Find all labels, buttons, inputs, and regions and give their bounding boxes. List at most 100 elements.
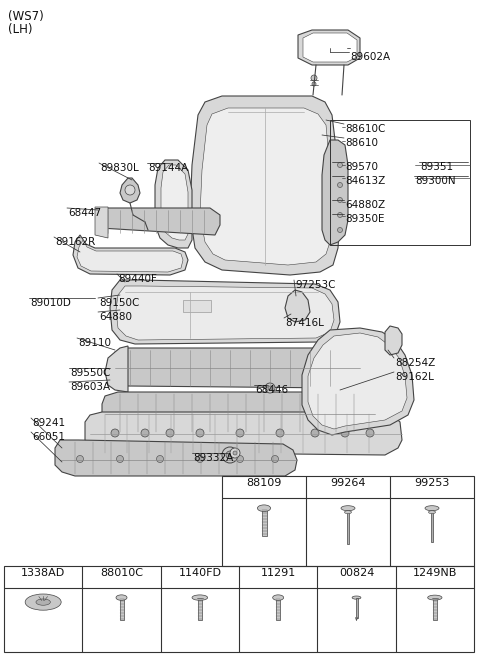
- Ellipse shape: [116, 595, 127, 600]
- Bar: [222, 476, 474, 566]
- Bar: [262, 508, 266, 536]
- Polygon shape: [298, 30, 360, 65]
- Circle shape: [236, 429, 244, 437]
- Circle shape: [233, 451, 237, 455]
- Polygon shape: [303, 33, 357, 62]
- Circle shape: [76, 455, 84, 462]
- Polygon shape: [102, 392, 375, 434]
- Text: 89351: 89351: [420, 162, 453, 172]
- Text: 64880Z: 64880Z: [345, 200, 385, 210]
- Text: 97253C: 97253C: [295, 280, 336, 290]
- Circle shape: [366, 429, 374, 437]
- Text: 99253: 99253: [414, 478, 450, 488]
- Text: 68447: 68447: [68, 208, 101, 218]
- Circle shape: [341, 429, 349, 437]
- Text: 89830L: 89830L: [100, 163, 139, 173]
- Text: 89144A: 89144A: [148, 163, 188, 173]
- Polygon shape: [85, 412, 402, 455]
- Polygon shape: [308, 333, 407, 429]
- Text: 87416L: 87416L: [285, 318, 324, 328]
- Circle shape: [268, 386, 272, 390]
- Bar: [183, 300, 211, 312]
- Text: 68446: 68446: [255, 385, 288, 395]
- Bar: [433, 598, 437, 620]
- Bar: [431, 508, 433, 543]
- Bar: [347, 508, 349, 544]
- Ellipse shape: [341, 506, 355, 511]
- Text: 89241: 89241: [32, 418, 65, 428]
- Circle shape: [337, 228, 343, 232]
- Text: 84613Z: 84613Z: [345, 176, 385, 186]
- Polygon shape: [73, 235, 188, 275]
- Ellipse shape: [345, 511, 351, 514]
- Polygon shape: [190, 96, 340, 275]
- Polygon shape: [55, 440, 297, 476]
- Polygon shape: [302, 328, 414, 435]
- Circle shape: [311, 429, 319, 437]
- Bar: [198, 598, 202, 620]
- Text: 88254Z: 88254Z: [395, 358, 435, 368]
- Bar: [120, 598, 123, 620]
- Text: 99264: 99264: [330, 478, 366, 488]
- Text: 64880: 64880: [99, 312, 132, 322]
- Circle shape: [226, 451, 234, 459]
- Text: 89162L: 89162L: [395, 372, 434, 382]
- Circle shape: [311, 75, 317, 81]
- Circle shape: [337, 182, 343, 188]
- Circle shape: [337, 163, 343, 167]
- Text: 11291: 11291: [261, 568, 296, 578]
- Circle shape: [230, 448, 240, 458]
- Text: 89332A: 89332A: [193, 453, 233, 463]
- Circle shape: [174, 216, 182, 224]
- Ellipse shape: [429, 511, 435, 514]
- Circle shape: [156, 455, 164, 462]
- Text: 66051: 66051: [32, 432, 65, 442]
- Bar: [356, 598, 358, 617]
- Ellipse shape: [25, 594, 61, 610]
- Text: 89162R: 89162R: [55, 237, 95, 247]
- Text: 89603A: 89603A: [70, 382, 110, 392]
- Polygon shape: [161, 165, 188, 240]
- Ellipse shape: [352, 596, 361, 599]
- Circle shape: [272, 455, 278, 462]
- Polygon shape: [200, 108, 332, 265]
- Polygon shape: [120, 178, 140, 203]
- Circle shape: [337, 213, 343, 218]
- Text: 88610: 88610: [345, 138, 378, 148]
- Text: (WS7): (WS7): [8, 10, 44, 23]
- Polygon shape: [285, 290, 310, 322]
- Polygon shape: [112, 348, 360, 388]
- Polygon shape: [116, 286, 334, 340]
- Text: 00824: 00824: [339, 568, 374, 578]
- Circle shape: [125, 185, 135, 195]
- Text: 89150C: 89150C: [99, 298, 139, 308]
- Circle shape: [196, 455, 204, 462]
- Circle shape: [196, 429, 204, 437]
- Circle shape: [111, 429, 119, 437]
- Text: 1140FD: 1140FD: [179, 568, 221, 578]
- Text: 89550C: 89550C: [70, 368, 110, 378]
- Text: 1249NB: 1249NB: [413, 568, 457, 578]
- Ellipse shape: [192, 595, 208, 600]
- Bar: [276, 598, 280, 620]
- Circle shape: [166, 429, 174, 437]
- Circle shape: [265, 383, 275, 393]
- Text: 88010C: 88010C: [100, 568, 143, 578]
- Polygon shape: [322, 140, 348, 245]
- Ellipse shape: [273, 595, 284, 600]
- Ellipse shape: [36, 599, 50, 605]
- Text: 89010D: 89010D: [30, 298, 71, 308]
- Ellipse shape: [257, 505, 271, 512]
- Ellipse shape: [425, 506, 439, 511]
- Text: 89570: 89570: [345, 162, 378, 172]
- Circle shape: [117, 455, 123, 462]
- Text: (LH): (LH): [8, 23, 33, 36]
- Circle shape: [276, 429, 284, 437]
- Text: 89350E: 89350E: [345, 214, 384, 224]
- Text: 89440F: 89440F: [118, 274, 157, 284]
- Polygon shape: [77, 240, 183, 272]
- Text: 89300N: 89300N: [415, 176, 456, 186]
- Polygon shape: [95, 207, 108, 238]
- Polygon shape: [105, 346, 128, 392]
- Circle shape: [237, 455, 243, 462]
